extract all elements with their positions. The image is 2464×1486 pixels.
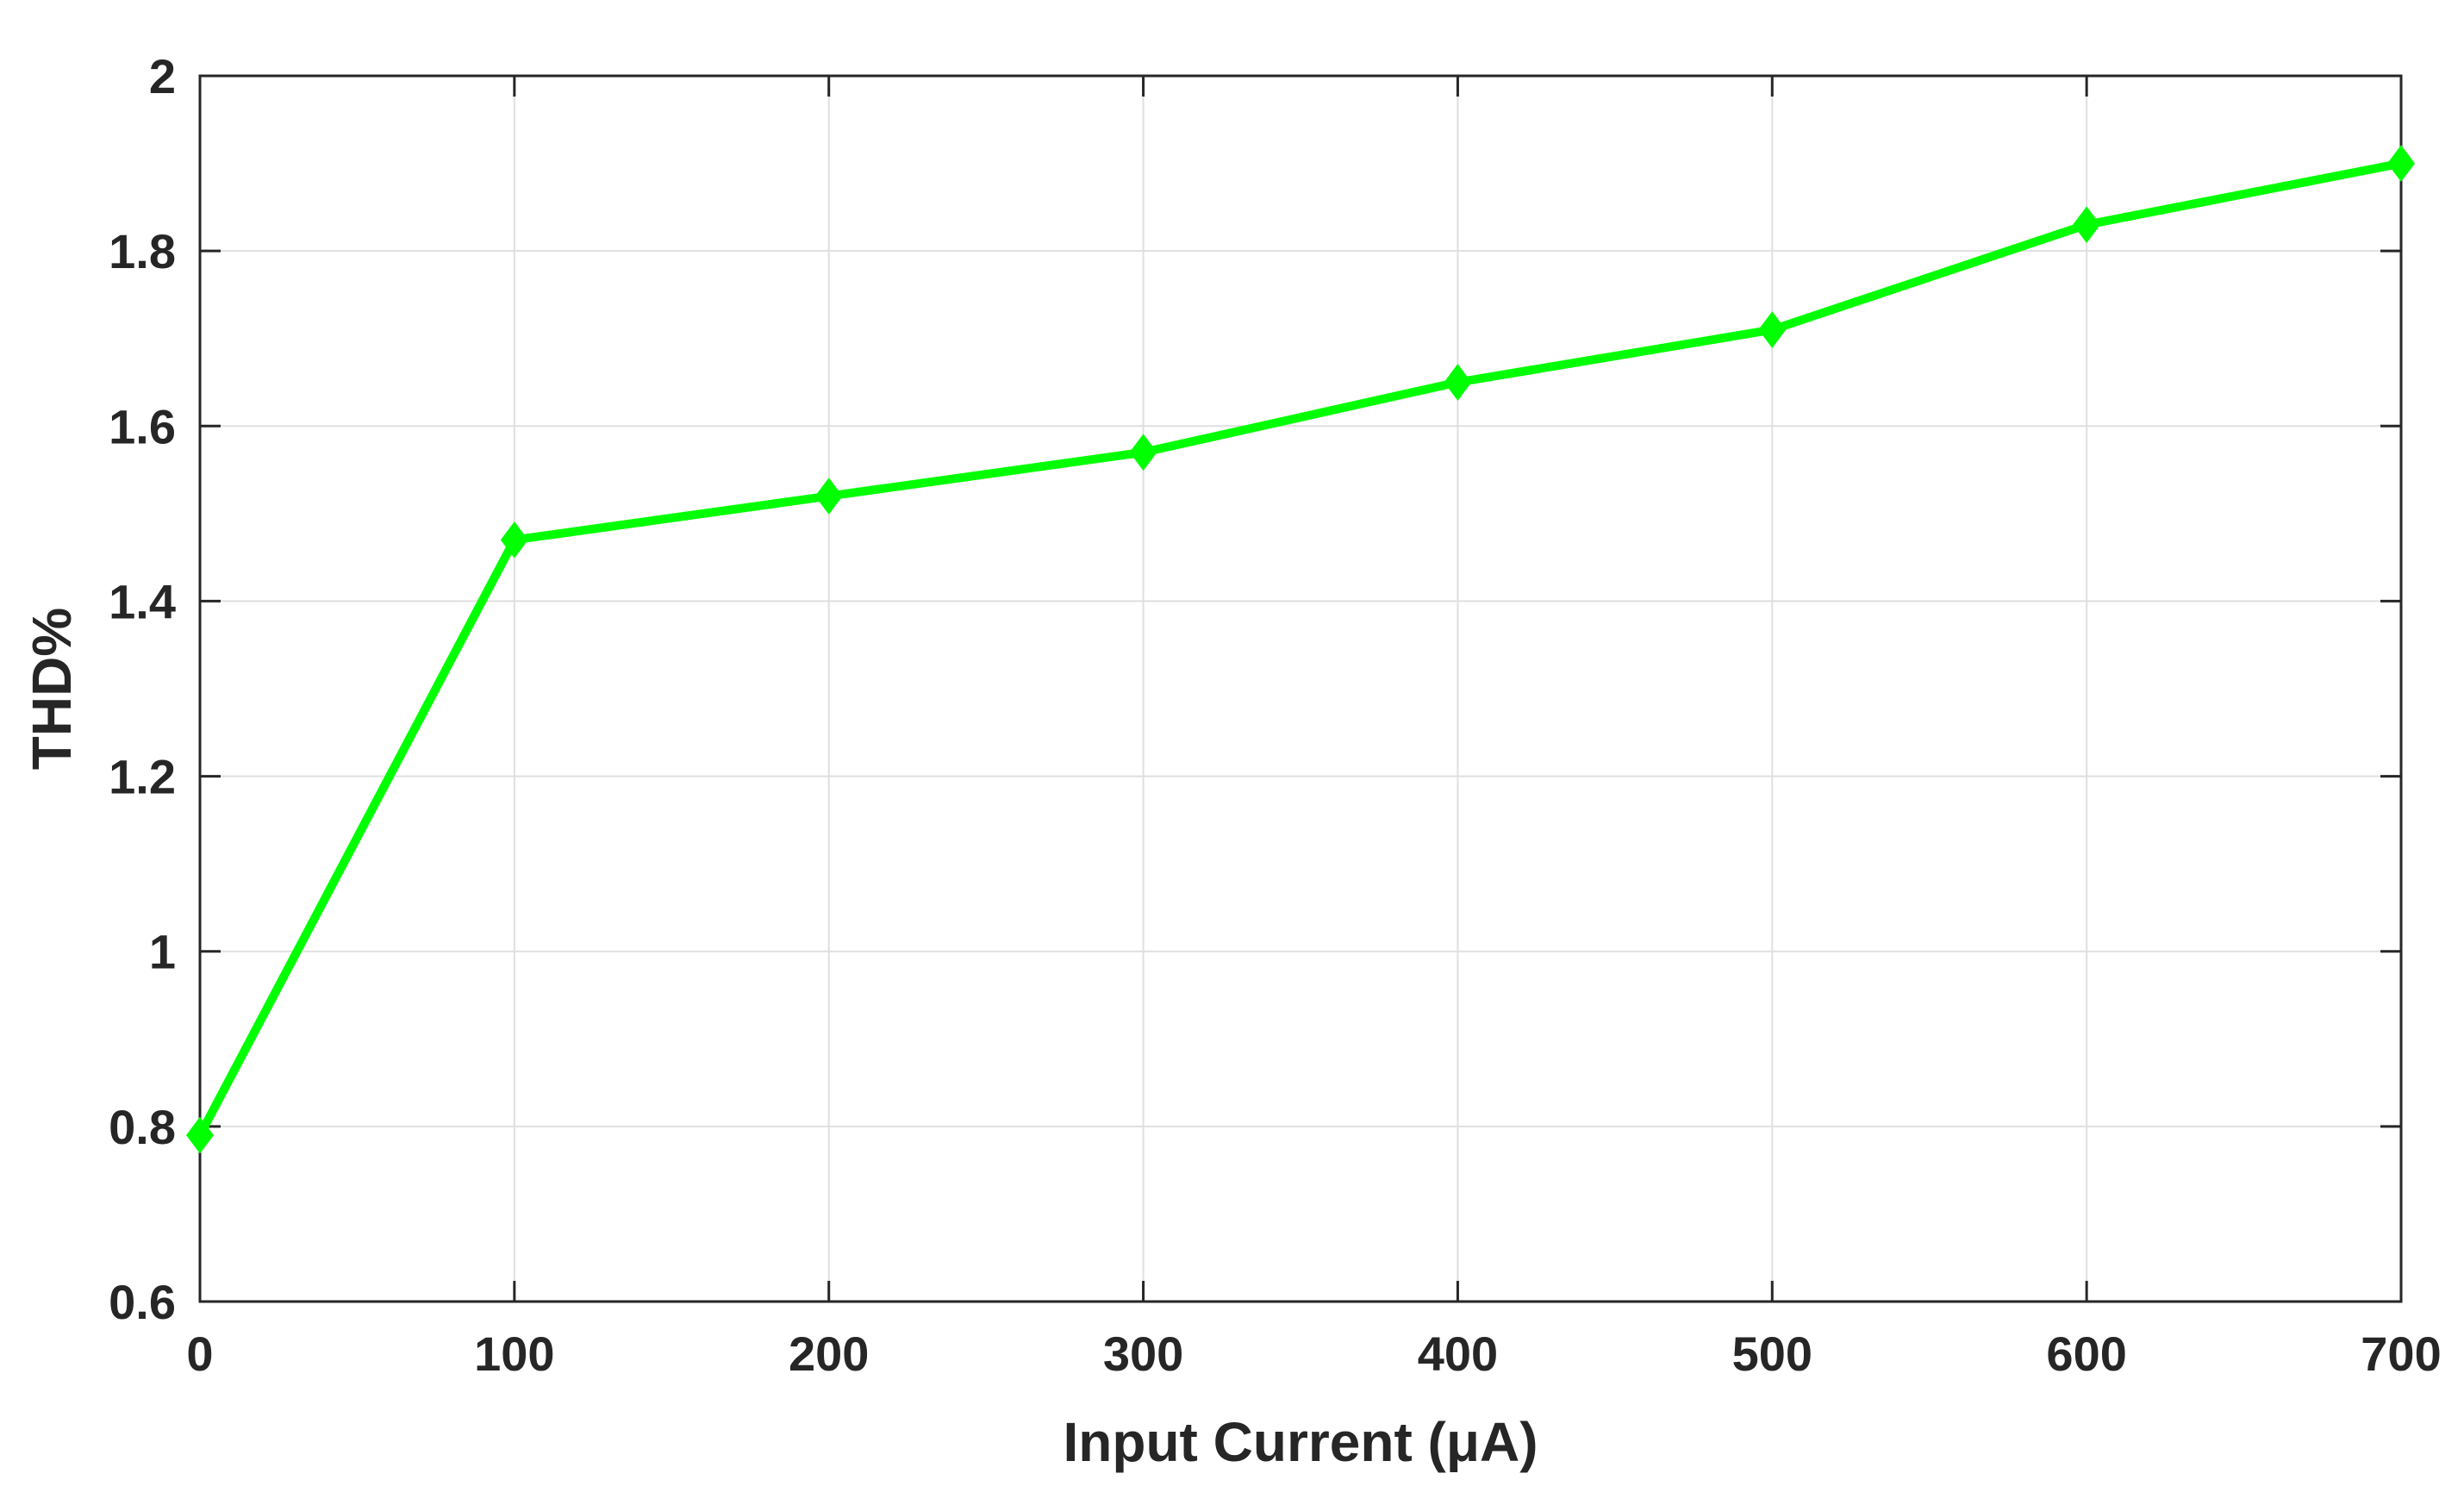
data-point-marker bbox=[814, 478, 843, 515]
y-tick-label: 1.6 bbox=[109, 399, 176, 453]
data-point-marker bbox=[1444, 364, 1472, 401]
x-tick-labels: 0 100 200 300 400 500 600 700 bbox=[186, 1327, 2441, 1381]
x-tick-label: 100 bbox=[474, 1327, 554, 1381]
y-tick-label: 0.6 bbox=[109, 1275, 176, 1329]
y-axis-title: THD% bbox=[21, 608, 83, 770]
series-layer bbox=[186, 145, 2415, 1154]
x-axis-title: Input Current (μA) bbox=[1063, 1411, 1538, 1473]
plot-frame bbox=[198, 74, 2403, 1303]
x-tick-label: 600 bbox=[2046, 1327, 2126, 1381]
y-tick-label: 1.4 bbox=[109, 574, 176, 628]
data-point-marker bbox=[1129, 434, 1157, 471]
x-tick-label: 700 bbox=[2361, 1327, 2441, 1381]
x-tick-label: 300 bbox=[1103, 1327, 1183, 1381]
data-point-marker bbox=[186, 1116, 214, 1154]
series-line bbox=[196, 159, 2405, 1140]
y-tick-labels: 0.6 0.8 1 1.2 1.4 1.6 1.8 2 bbox=[109, 49, 176, 1329]
y-tick-label: 2 bbox=[149, 49, 176, 103]
x-tick-label: 400 bbox=[1418, 1327, 1498, 1381]
x-tick-label: 0 bbox=[186, 1327, 213, 1381]
x-tick-label: 200 bbox=[789, 1327, 869, 1381]
data-point-marker bbox=[1758, 311, 1787, 348]
y-tick-label: 1.2 bbox=[109, 750, 176, 804]
data-point-marker bbox=[2073, 206, 2101, 244]
y-tick-label: 0.8 bbox=[109, 1100, 176, 1154]
y-tick-label: 1.8 bbox=[109, 224, 176, 278]
data-point-marker bbox=[2387, 145, 2415, 182]
grid-lines bbox=[200, 76, 2401, 1302]
axis-ticks bbox=[198, 74, 2403, 1303]
data-point-marker bbox=[500, 521, 528, 559]
y-tick-label: 1 bbox=[149, 925, 176, 979]
x-tick-label: 500 bbox=[1732, 1327, 1812, 1381]
